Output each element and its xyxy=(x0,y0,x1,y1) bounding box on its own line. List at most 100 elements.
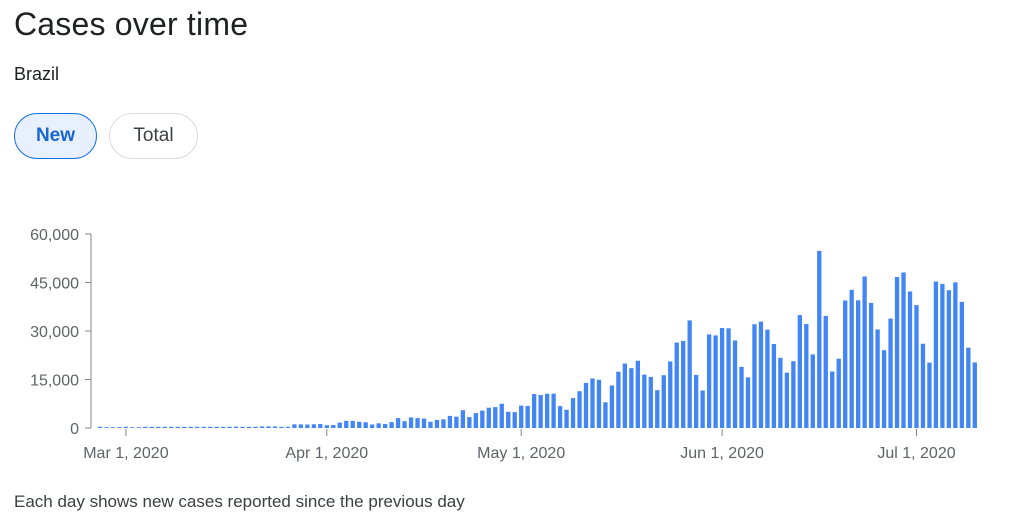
bar[interactable] xyxy=(467,417,472,428)
bar[interactable] xyxy=(324,425,329,428)
bar[interactable] xyxy=(162,426,167,428)
bar[interactable] xyxy=(486,407,491,428)
bar[interactable] xyxy=(551,393,556,428)
bar[interactable] xyxy=(888,318,893,428)
bar[interactable] xyxy=(428,421,433,428)
bar[interactable] xyxy=(408,417,414,428)
bar[interactable] xyxy=(862,276,867,428)
bar[interactable] xyxy=(940,283,945,428)
bar[interactable] xyxy=(771,343,777,428)
bar[interactable] xyxy=(357,421,362,428)
bar[interactable] xyxy=(830,371,835,428)
bar[interactable] xyxy=(525,405,530,428)
bar[interactable] xyxy=(868,302,874,428)
bar[interactable] xyxy=(208,426,213,428)
bar[interactable] xyxy=(817,250,822,428)
bar[interactable] xyxy=(920,343,926,428)
bar[interactable] xyxy=(318,424,323,428)
bar[interactable] xyxy=(337,422,342,428)
bar[interactable] xyxy=(616,371,621,428)
bar[interactable] xyxy=(480,410,485,428)
bar[interactable] xyxy=(843,300,848,428)
bar[interactable] xyxy=(350,420,355,428)
bar[interactable] xyxy=(849,289,854,428)
bar[interactable] xyxy=(544,393,550,428)
bar[interactable] xyxy=(875,329,880,428)
bar[interactable] xyxy=(629,368,634,428)
bar[interactable] xyxy=(156,426,161,428)
bar[interactable] xyxy=(778,357,783,428)
bar[interactable] xyxy=(966,347,971,428)
bar[interactable] xyxy=(233,426,239,428)
bar[interactable] xyxy=(519,405,524,428)
bar[interactable] xyxy=(732,340,738,428)
bar[interactable] xyxy=(421,418,427,428)
bar[interactable] xyxy=(246,426,252,428)
bar[interactable] xyxy=(240,426,245,428)
bar[interactable] xyxy=(454,416,459,428)
bar[interactable] xyxy=(272,426,278,428)
bar[interactable] xyxy=(681,340,686,428)
bar[interactable] xyxy=(344,420,349,428)
bar[interactable] xyxy=(169,426,174,428)
bar[interactable] xyxy=(719,328,725,428)
bar[interactable] xyxy=(564,409,569,428)
bar[interactable] xyxy=(447,415,453,428)
bar[interactable] xyxy=(512,412,517,428)
bar[interactable] xyxy=(493,407,498,428)
bar[interactable] xyxy=(227,426,232,428)
bar[interactable] xyxy=(149,426,154,428)
bar[interactable] xyxy=(279,426,284,428)
bar[interactable] xyxy=(648,376,653,428)
bar[interactable] xyxy=(791,361,796,428)
bar[interactable] xyxy=(655,390,660,428)
bar[interactable] xyxy=(927,362,932,428)
bar[interactable] xyxy=(175,426,180,428)
bar[interactable] xyxy=(739,366,744,428)
bar[interactable] xyxy=(201,426,206,428)
bar[interactable] xyxy=(758,321,764,428)
bar[interactable] xyxy=(188,426,193,428)
bar[interactable] xyxy=(700,390,705,429)
bar[interactable] xyxy=(797,315,802,428)
bar[interactable] xyxy=(642,374,647,428)
bar[interactable] xyxy=(143,426,148,428)
bar[interactable] xyxy=(635,360,640,428)
bar[interactable] xyxy=(674,342,679,428)
total-cases-toggle[interactable]: Total xyxy=(109,113,198,159)
bar[interactable] xyxy=(694,374,699,428)
bar[interactable] xyxy=(415,418,420,428)
bar[interactable] xyxy=(292,424,297,428)
bar[interactable] xyxy=(959,301,964,428)
bar[interactable] xyxy=(881,350,887,428)
bar[interactable] xyxy=(894,276,900,428)
bar[interactable] xyxy=(266,426,271,428)
bar[interactable] xyxy=(946,290,952,428)
bar[interactable] xyxy=(136,427,142,428)
bar[interactable] xyxy=(603,402,608,428)
bar[interactable] xyxy=(402,421,407,428)
bar[interactable] xyxy=(661,375,666,428)
bar[interactable] xyxy=(804,323,809,428)
bar[interactable] xyxy=(590,378,595,428)
bar[interactable] xyxy=(622,363,628,428)
bar[interactable] xyxy=(214,426,219,428)
bar[interactable] xyxy=(97,426,103,428)
bar[interactable] xyxy=(395,418,401,428)
bar[interactable] xyxy=(972,362,977,428)
bar[interactable] xyxy=(609,385,615,428)
bar[interactable] xyxy=(117,427,122,428)
bar[interactable] xyxy=(713,335,718,428)
bar[interactable] xyxy=(220,426,226,428)
bar[interactable] xyxy=(130,427,135,428)
bar[interactable] xyxy=(363,422,368,428)
bar[interactable] xyxy=(532,394,537,428)
bar[interactable] xyxy=(506,411,511,428)
bar[interactable] xyxy=(856,300,861,428)
bar[interactable] xyxy=(570,398,576,428)
bar[interactable] xyxy=(382,423,388,428)
bar[interactable] xyxy=(370,424,375,428)
bar[interactable] xyxy=(765,329,770,428)
bar[interactable] xyxy=(538,394,543,428)
bar[interactable] xyxy=(285,426,291,428)
